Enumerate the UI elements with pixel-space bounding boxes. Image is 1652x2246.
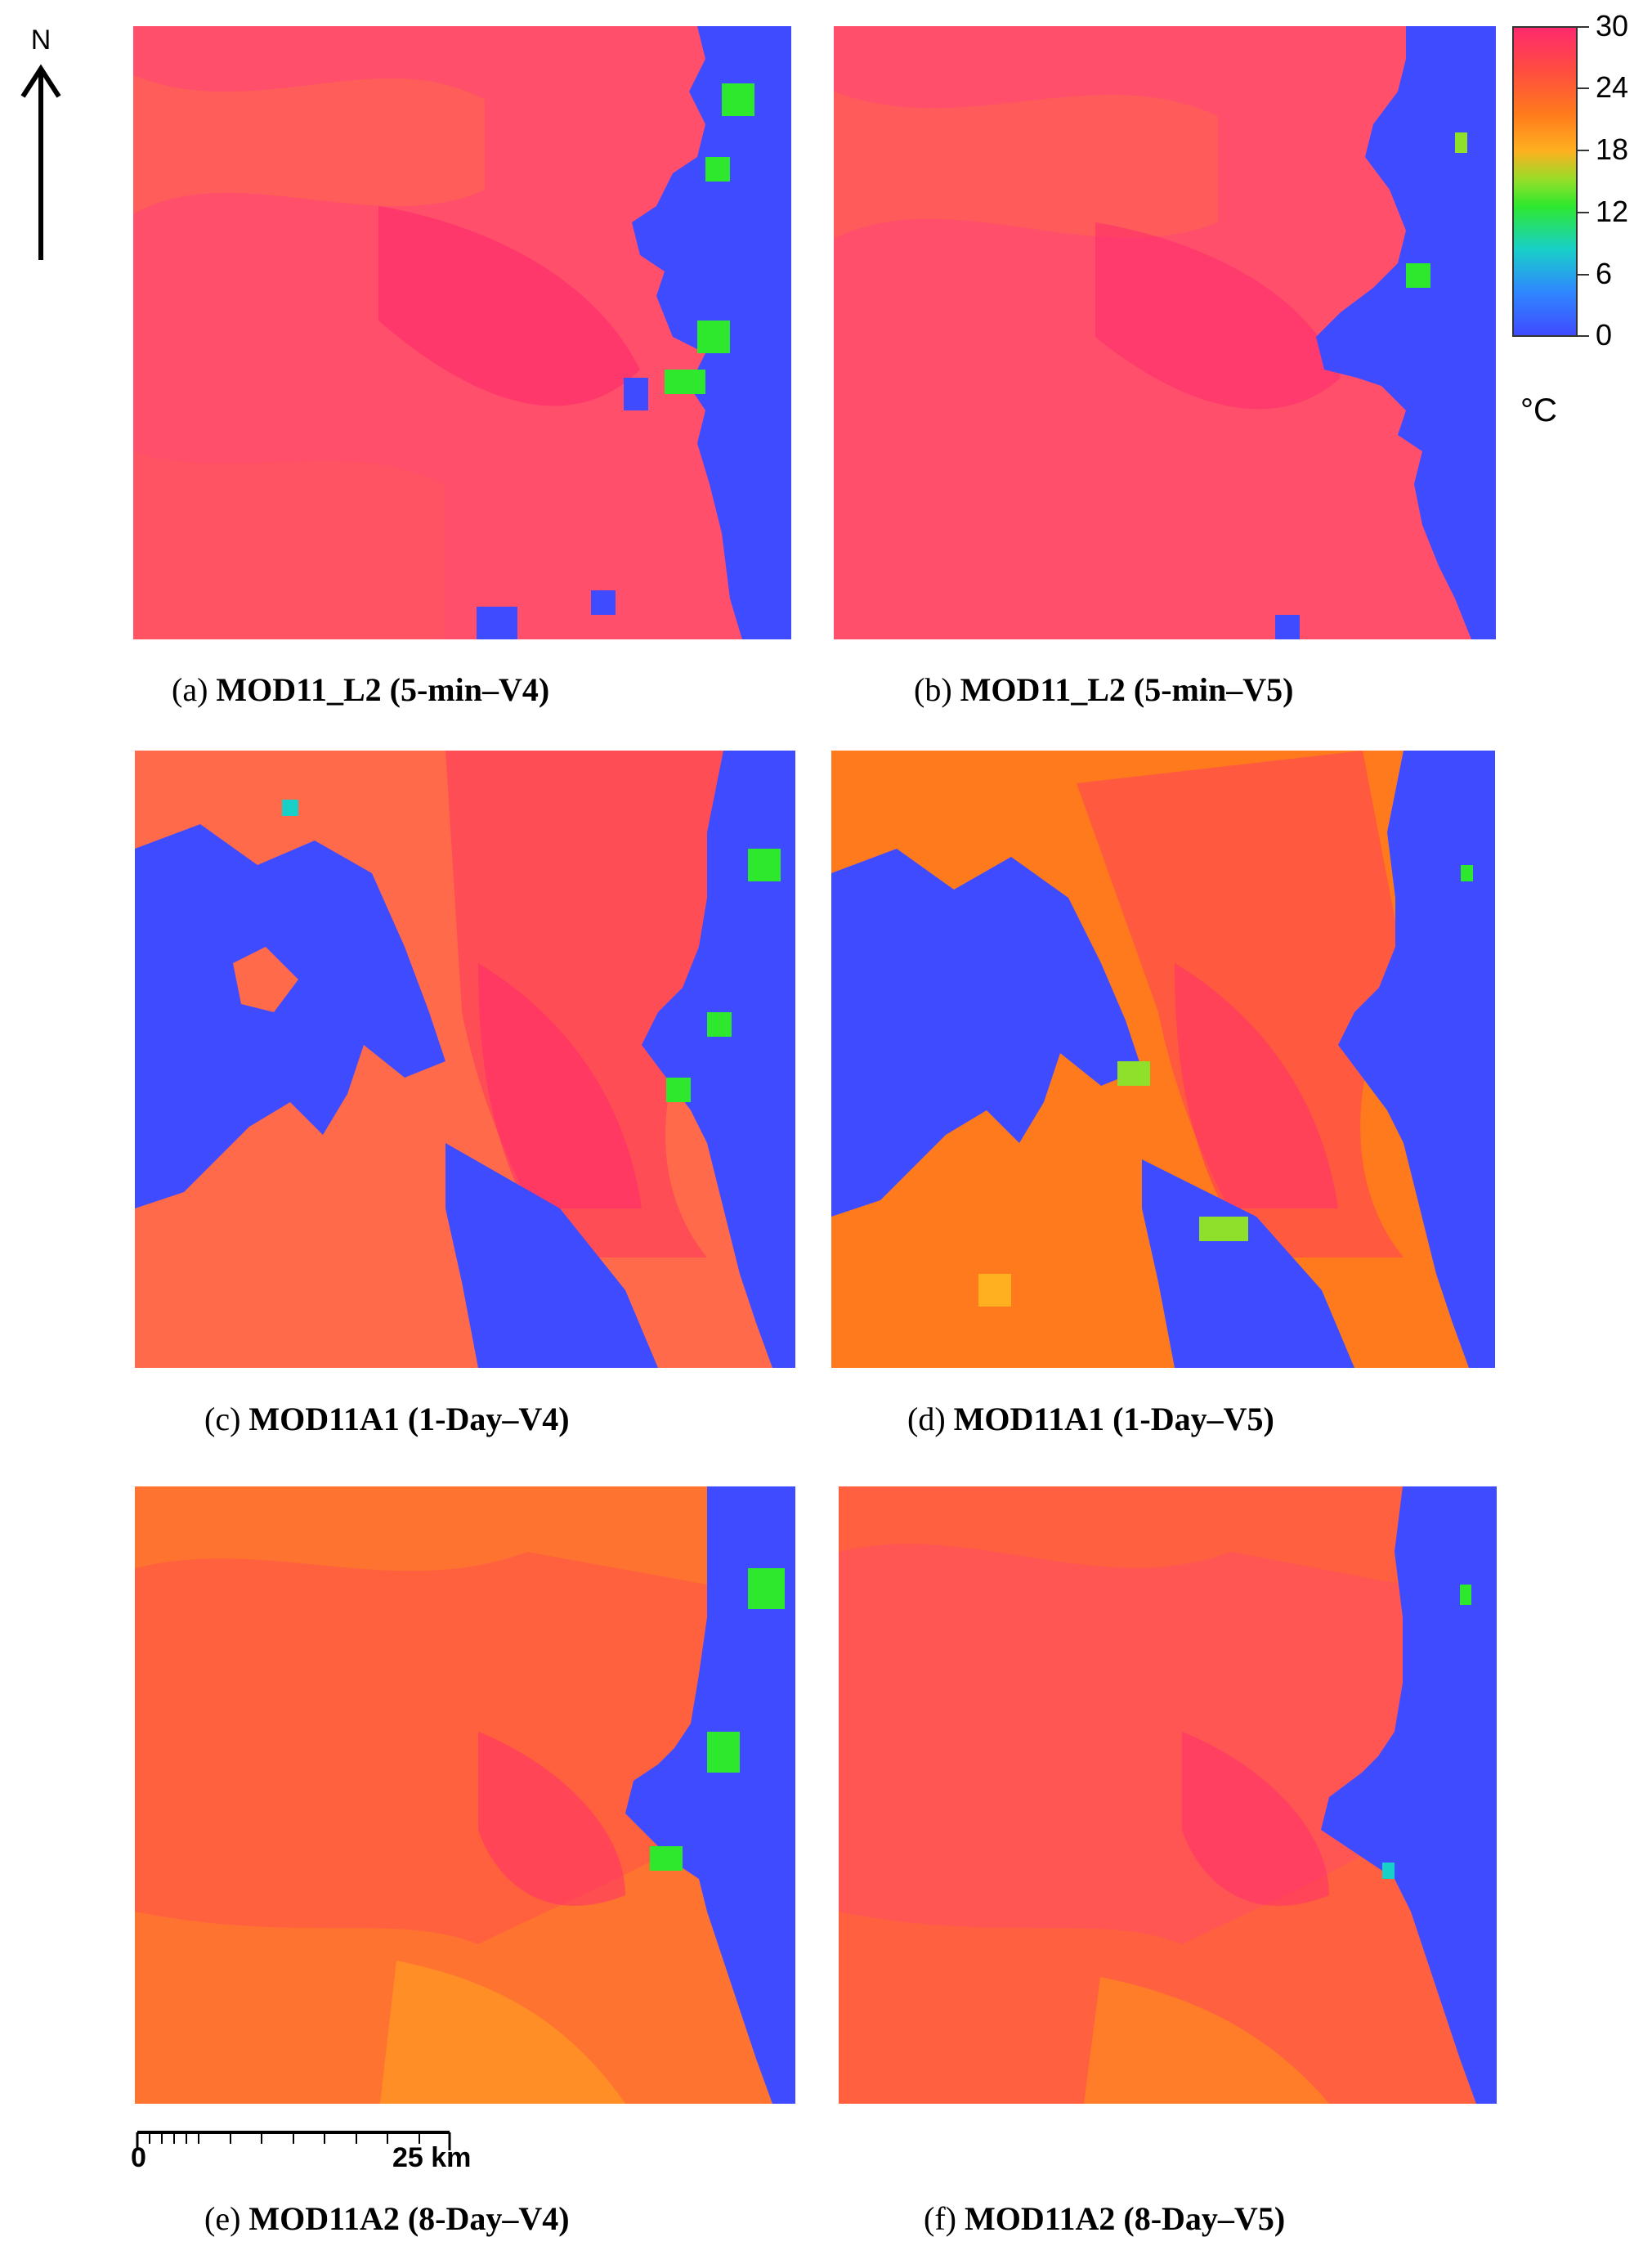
caption-tag: (e) xyxy=(204,2200,241,2237)
north-arrow: N xyxy=(16,25,65,260)
caption-title: MOD11A1 (1-Day–V5) xyxy=(953,1401,1274,1437)
legend-tick xyxy=(1578,150,1589,151)
legend-tick xyxy=(1578,212,1589,213)
legend-tick xyxy=(1578,26,1589,28)
color-legend-bar xyxy=(1512,26,1578,337)
caption-d: (d) MOD11A1 (1-Day–V5) xyxy=(907,1400,1274,1438)
scale-end-label: 25 km xyxy=(392,2142,472,2173)
legend-tick xyxy=(1578,335,1589,337)
caption-title: MOD11_L2 (5-min–V5) xyxy=(960,671,1294,708)
legend-label: 24 xyxy=(1596,70,1629,104)
legend-unit: °C xyxy=(1520,392,1557,428)
legend-tick xyxy=(1578,274,1589,276)
map-panel-e xyxy=(135,1486,795,2104)
legend-label: 0 xyxy=(1596,318,1613,352)
scale-start-label: 0 xyxy=(131,2142,146,2173)
scale-bar xyxy=(136,2131,451,2150)
caption-title: MOD11_L2 (5-min–V4) xyxy=(216,671,550,708)
caption-tag: (b) xyxy=(914,671,952,708)
caption-b: (b) MOD11_L2 (5-min–V5) xyxy=(914,670,1293,709)
legend-label: 6 xyxy=(1596,257,1613,290)
caption-title: MOD11A1 (1-Day–V4) xyxy=(248,1401,570,1437)
north-arrow-icon xyxy=(20,64,61,260)
legend-label: 30 xyxy=(1596,9,1629,43)
map-panel-d xyxy=(831,751,1495,1368)
caption-tag: (a) xyxy=(172,671,208,708)
caption-title: MOD11A2 (8-Day–V5) xyxy=(964,2200,1286,2237)
legend-tick xyxy=(1578,87,1589,89)
caption-tag: (f) xyxy=(924,2200,956,2237)
legend-label: 18 xyxy=(1596,132,1629,166)
map-panel-a xyxy=(133,26,791,639)
caption-tag: (c) xyxy=(204,1401,241,1437)
map-panel-f xyxy=(839,1486,1497,2104)
north-label: N xyxy=(30,25,51,56)
caption-e: (e) MOD11A2 (8-Day–V4) xyxy=(204,2199,570,2238)
caption-tag: (d) xyxy=(907,1401,946,1437)
caption-f: (f) MOD11A2 (8-Day–V5) xyxy=(924,2199,1285,2238)
map-panel-b xyxy=(834,26,1496,639)
caption-a: (a) MOD11_L2 (5-min–V4) xyxy=(172,670,549,709)
legend-label: 12 xyxy=(1596,195,1629,228)
caption-title: MOD11A2 (8-Day–V4) xyxy=(248,2200,570,2237)
map-panel-c xyxy=(135,751,795,1368)
caption-c: (c) MOD11A1 (1-Day–V4) xyxy=(204,1400,570,1438)
